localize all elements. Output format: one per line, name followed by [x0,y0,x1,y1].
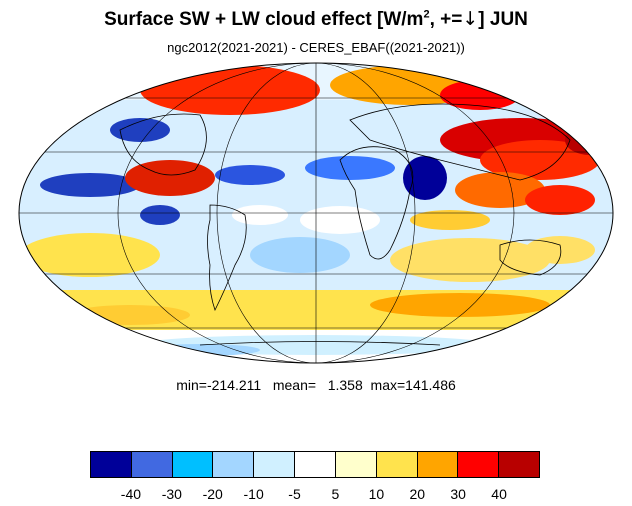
colorbar-swatch [458,452,500,477]
colorbar-swatch [295,452,336,477]
graticule [19,63,613,363]
colorbar-tick-label: -40 [120,486,142,502]
statistics-line: min=-214.211 mean= 1.358 max=141.486 [0,377,632,393]
colorbar-swatch [335,452,377,477]
colorbar-tick-label: 30 [450,486,466,502]
colorbar-swatch [213,452,255,477]
mean-value: 1.358 [327,377,363,393]
map-title: Surface SW + LW cloud effect [W/m2, +=↓]… [0,8,632,31]
colorbar-tick-label: 5 [331,486,340,502]
colorbar-tick-label: 20 [409,486,426,502]
colorbar-tick-label: -20 [202,486,223,502]
title-text-mid: , += [429,9,463,30]
coastlines [119,103,571,346]
mean-label: mean= [272,377,317,393]
antarctica-outline [199,341,441,346]
north-america-outline [119,113,207,176]
colorbar [90,451,540,478]
meridian-line [117,63,515,363]
meridian-line [216,63,416,363]
down-arrow-icon: ↓ [462,8,479,30]
globe-border [18,62,614,364]
max-value: 141.486 [405,377,456,393]
colorbar-swatch [254,452,296,477]
africa-outline [339,146,414,260]
colorbar-tick-label: -10 [243,486,264,502]
title-text-end: ] JUN [478,9,528,30]
map-subtitle: ngc2012(2021-2021) - CERES_EBAF((2021-20… [167,40,465,55]
southern-subtropics [20,233,595,282]
max-label: max= [370,377,406,393]
min-label: min= [176,377,207,393]
colorbar-swatch [376,452,418,477]
min-value: -214.211 [206,377,262,393]
colorbar-tick-label: 40 [491,486,507,502]
colorbar-tick-label: -30 [161,486,182,502]
title-superscript: 2 [423,8,430,21]
colorbar-swatch [417,452,459,477]
title-text: Surface SW + LW cloud effect [W/m [104,9,424,30]
colorbar-swatch [499,452,539,477]
eurasia-outline [349,103,571,181]
australia-outline [499,239,562,276]
colorbar-tick-label: -5 [288,486,301,502]
colorbar-tick-label: 10 [368,486,385,502]
colorbar-swatch [172,452,214,477]
south-america-outline [207,204,247,312]
tropics [40,156,595,234]
colorbar-swatch [91,452,132,477]
colorbar-swatch [131,452,173,477]
